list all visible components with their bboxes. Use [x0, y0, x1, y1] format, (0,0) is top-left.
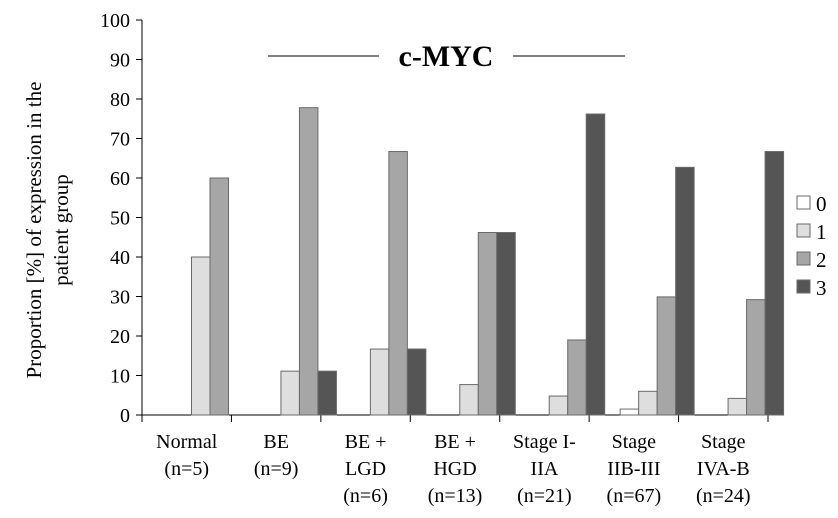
- bar-series-2: [209, 177, 229, 416]
- y-tick-label: 10: [110, 366, 130, 388]
- legend: 0 1 2 3: [796, 192, 827, 300]
- y-tick-label: 100: [100, 10, 130, 32]
- bar-series-3: [585, 113, 606, 416]
- legend-label: 1: [816, 220, 827, 244]
- y-tick-label: 80: [110, 89, 130, 111]
- bars: [191, 107, 785, 416]
- x-category-label: BE (n=9): [254, 431, 299, 480]
- x-category-label-line: HGD: [433, 458, 476, 480]
- x-category-label-line: IIB-III: [607, 458, 660, 480]
- legend-swatch-3: [796, 279, 811, 294]
- x-category-label: Stage I- IIA (n=21): [513, 431, 576, 507]
- chart-title: c-MYC: [399, 40, 494, 73]
- x-category-label-line: (n=21): [517, 485, 572, 507]
- legend-swatch-2: [796, 251, 811, 266]
- x-category-label: BE + LGD (n=6): [343, 431, 388, 507]
- y-axis-label: Proportion [%] of expression in the patie…: [22, 82, 73, 379]
- bar-series-2: [567, 339, 587, 416]
- legend-swatch-1: [796, 223, 811, 238]
- bar-series-0: [619, 408, 640, 416]
- x-category-label-line: IIA: [531, 458, 559, 480]
- bar-series-2: [477, 232, 498, 416]
- x-category-label-line: BE +: [434, 431, 476, 453]
- x-category-label-line: BE: [263, 431, 289, 453]
- y-tick-label: 0: [120, 405, 130, 427]
- x-category-label-line: Stage I-: [513, 431, 576, 453]
- y-tick-label: 40: [110, 247, 130, 269]
- x-category-label-line: Stage: [701, 431, 746, 453]
- y-tick-label: 90: [110, 50, 130, 72]
- x-category-label-line: Normal: [156, 431, 218, 453]
- y-axis-label-line: patient group: [49, 174, 73, 285]
- y-tick-label: 60: [110, 168, 130, 190]
- x-category-label-line: Stage: [612, 431, 657, 453]
- bar-series-1: [280, 370, 300, 416]
- bar-series-3: [764, 151, 785, 416]
- x-category-label: Stage IIB-III (n=67): [607, 431, 662, 507]
- bar-series-1: [369, 348, 390, 416]
- bar-series-3: [406, 348, 427, 416]
- legend-label: 0: [816, 192, 827, 216]
- x-category-label-line: (n=67): [607, 485, 662, 507]
- y-tick-label: 20: [110, 326, 130, 348]
- x-category-label-line: LGD: [345, 458, 386, 480]
- bar-series-3: [317, 370, 337, 416]
- bar-series-2: [298, 107, 319, 416]
- x-axis: Normal (n=5) BE (n=9) BE + LGD (n=6) BE + HGD (n=…: [141, 414, 769, 507]
- y-tick-label: 30: [110, 287, 130, 309]
- bar-series-1: [191, 256, 211, 416]
- bar-series-3: [496, 232, 516, 416]
- x-category-label: Normal (n=5): [156, 431, 218, 480]
- x-category-label-line: (n=5): [164, 458, 209, 480]
- x-category-label-line: (n=13): [428, 485, 483, 507]
- bar-series-2: [388, 151, 408, 416]
- legend-label: 2: [816, 248, 827, 272]
- y-tick-label: 50: [110, 208, 130, 230]
- bar-series-1: [638, 390, 658, 416]
- bar-series-1: [548, 395, 569, 416]
- legend-label: 3: [816, 276, 827, 300]
- x-category-label-line: (n=6): [343, 485, 388, 507]
- x-category-label: Stage IVA-B (n=24): [696, 431, 751, 507]
- x-category-label: BE + HGD (n=13): [428, 431, 483, 507]
- x-category-label-line: BE +: [345, 431, 387, 453]
- bar-series-3: [675, 166, 695, 416]
- x-category-label-line: (n=9): [254, 458, 299, 480]
- bar-series-1: [727, 397, 748, 416]
- bar-series-2: [656, 296, 677, 416]
- y-axis: 0 10 20 30 40 50 60 70 80 90 100: [100, 10, 143, 427]
- chart-title-group: c-MYC: [268, 40, 625, 73]
- x-category-label-line: IVA-B: [697, 458, 750, 480]
- y-tick-label: 70: [110, 129, 130, 151]
- bar-series-2: [746, 299, 766, 416]
- x-category-label-line: (n=24): [696, 485, 751, 507]
- bar-series-1: [459, 384, 479, 416]
- y-axis-label-line: Proportion [%] of expression in the: [22, 82, 46, 379]
- legend-swatch-0: [796, 195, 811, 210]
